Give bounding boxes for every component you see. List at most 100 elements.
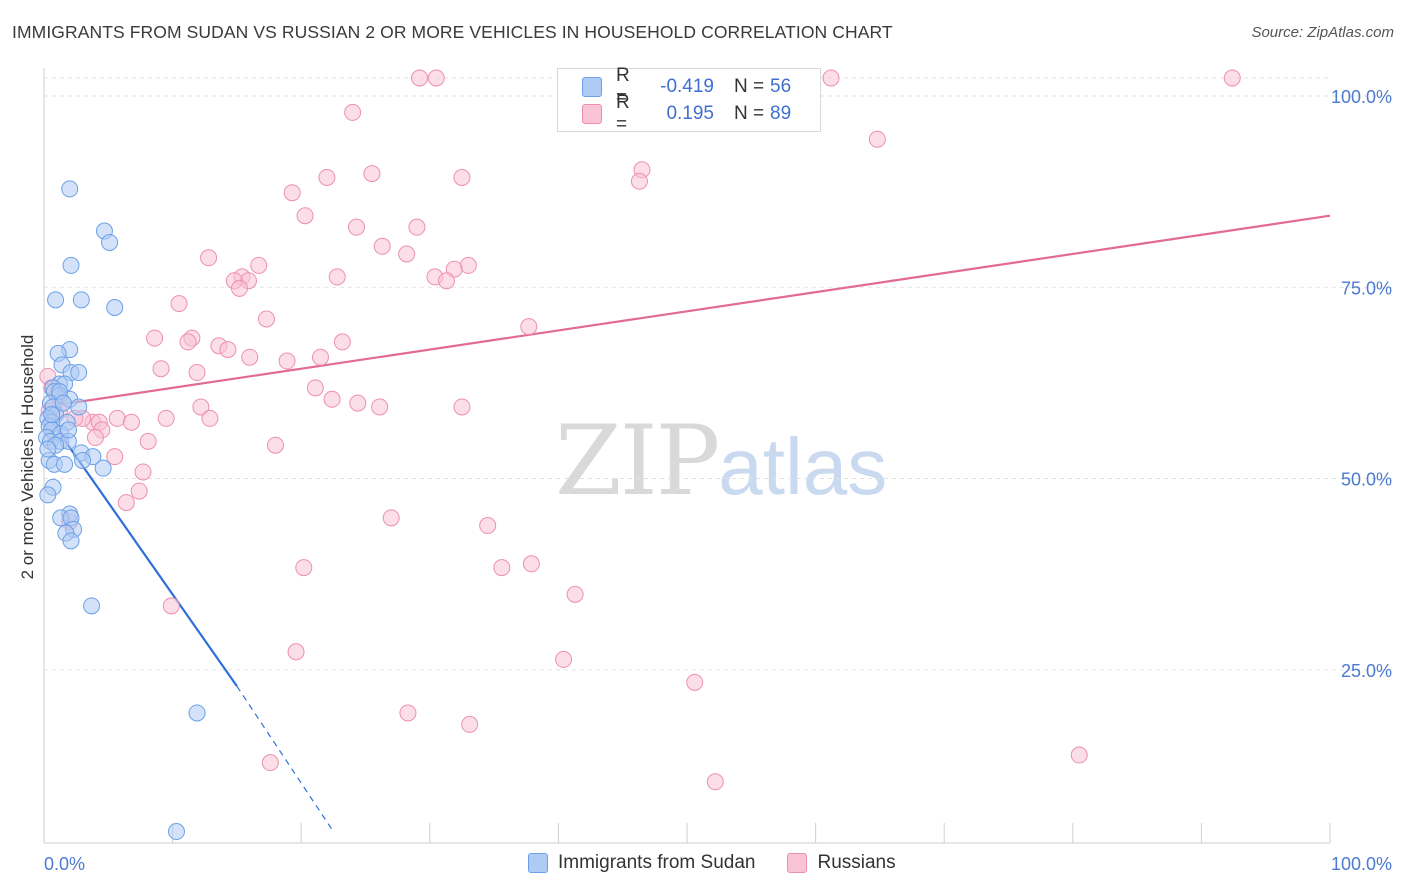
data-point-sudan: [62, 532, 80, 550]
data-point-russians: [461, 715, 479, 733]
data-point-sudan: [106, 299, 124, 316]
watermark-atlas: atlas: [718, 422, 888, 511]
data-point-russians: [106, 448, 124, 466]
data-point-russians: [201, 409, 219, 427]
data-point-sudan: [188, 704, 206, 722]
chart-title: IMMIGRANTS FROM SUDAN VS RUSSIAN 2 OR MO…: [12, 22, 893, 42]
data-point-russians: [438, 272, 456, 290]
data-point-russians: [122, 413, 140, 431]
data-point-sudan: [56, 455, 74, 473]
data-point-russians: [349, 394, 367, 412]
data-point-russians: [347, 218, 365, 236]
data-point-russians: [278, 352, 296, 370]
data-point-russians: [1070, 746, 1088, 764]
x-tick-label: 0.0%: [44, 854, 85, 874]
data-point-russians: [157, 409, 175, 427]
data-point-sudan: [70, 364, 88, 382]
data-point-sudan: [167, 823, 185, 841]
data-point-russians: [306, 379, 324, 397]
data-point-sudan: [59, 421, 77, 439]
data-point-russians: [134, 463, 152, 481]
data-point-russians: [266, 436, 284, 454]
stats-n-label: N =: [734, 103, 765, 124]
data-point-russians: [219, 341, 237, 359]
data-point-russians: [257, 310, 275, 328]
stats-r-label: R =: [616, 92, 630, 135]
trend-line-russians: [43, 214, 1331, 409]
watermark-zip: ZIP: [555, 405, 720, 517]
data-point-sudan: [39, 440, 57, 458]
stats-row-sudan: R = -0.419 N = 56: [582, 65, 791, 108]
data-point-russians: [287, 643, 305, 661]
data-point-russians: [373, 237, 391, 255]
data-point-sudan: [39, 486, 57, 504]
data-point-russians: [296, 207, 314, 225]
data-point-russians: [261, 754, 279, 772]
data-point-russians: [328, 268, 346, 286]
data-point-russians: [162, 597, 180, 615]
x-tick-label: 100.0%: [1331, 854, 1392, 874]
data-point-sudan: [61, 180, 79, 198]
y-tick-label: 75.0%: [1341, 278, 1392, 298]
stats-n-label: N =: [734, 76, 765, 97]
source-label: Source: ZipAtlas.com: [1251, 24, 1394, 41]
data-point-russians: [117, 494, 135, 512]
y-tick-label: 50.0%: [1341, 470, 1392, 490]
data-point-sudan: [62, 256, 80, 274]
data-point-sudan: [54, 394, 72, 412]
data-point-russians: [822, 69, 840, 87]
stats-swatch-russians: [582, 104, 602, 124]
series-russians: [39, 69, 1241, 791]
data-point-russians: [398, 245, 416, 263]
data-point-sudan: [47, 291, 65, 309]
stats-r-value: -0.419: [660, 76, 714, 97]
data-point-russians: [411, 69, 429, 87]
data-point-russians: [399, 704, 417, 722]
legend-item-russians[interactable]: Russians: [787, 852, 896, 874]
data-point-russians: [555, 650, 573, 668]
data-point-sudan: [74, 452, 92, 469]
data-point-russians: [86, 429, 104, 447]
data-point-russians: [686, 673, 704, 691]
data-point-russians: [170, 295, 188, 313]
legend-label-sudan: Immigrants from Sudan: [558, 852, 756, 873]
data-point-russians: [230, 279, 248, 297]
legend: Immigrants from Sudan Russians: [528, 852, 928, 874]
data-point-russians: [408, 218, 426, 236]
data-point-russians: [459, 256, 477, 274]
stats-r-value: 0.195: [666, 103, 714, 124]
data-point-sudan: [43, 406, 61, 424]
data-point-russians: [146, 329, 164, 347]
data-point-russians: [520, 318, 538, 336]
data-point-russians: [318, 168, 336, 186]
stats-row-russians: R = 0.195 N = 89: [582, 92, 792, 135]
watermark: ZIPatlas: [555, 405, 887, 517]
data-point-russians: [344, 103, 362, 121]
data-point-russians: [453, 398, 471, 416]
data-point-russians: [295, 559, 313, 577]
data-point-russians: [522, 555, 540, 573]
data-point-sudan: [83, 597, 101, 615]
stats-r-label: R =: [616, 65, 630, 108]
stats-swatch-sudan: [582, 77, 602, 97]
data-point-sudan: [94, 459, 112, 477]
data-point-russians: [382, 509, 400, 527]
data-point-russians: [108, 409, 126, 427]
data-point-sudan: [101, 233, 119, 251]
data-point-russians: [323, 390, 341, 408]
data-point-russians: [363, 165, 381, 183]
legend-item-sudan[interactable]: Immigrants from Sudan: [528, 852, 755, 874]
data-point-russians: [630, 172, 648, 190]
stats-box: R = -0.419 N = 56 R = 0.195 N = 89: [557, 65, 821, 135]
stats-n-value: 89: [770, 103, 792, 124]
data-point-russians: [706, 773, 724, 791]
tick-labels: 25.0% 50.0% 75.0% 100.0% 0.0% 100.0%: [44, 87, 1392, 874]
data-point-russians: [311, 348, 329, 366]
legend-label-russians: Russians: [817, 852, 896, 873]
y-tick-label: 25.0%: [1341, 661, 1392, 681]
data-point-russians: [1223, 69, 1241, 87]
legend-swatch-sudan: [528, 853, 548, 873]
data-point-russians: [130, 482, 148, 500]
data-point-russians: [192, 398, 210, 416]
